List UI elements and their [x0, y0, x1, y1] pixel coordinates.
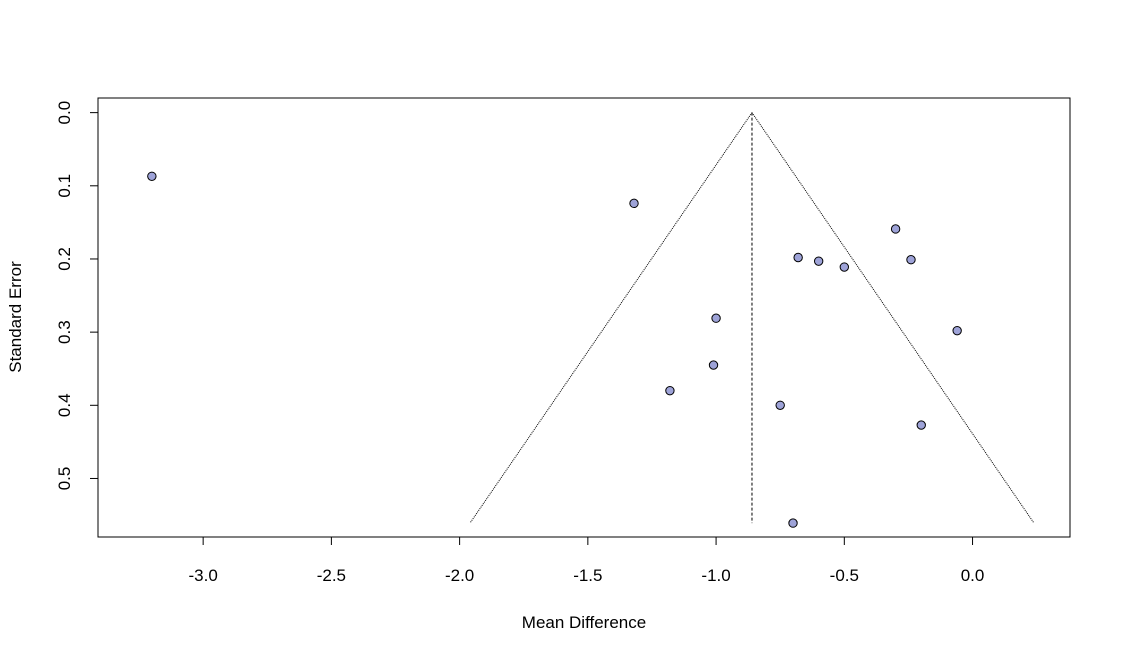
data-point: [793, 252, 803, 263]
x-tick-label: 0.0: [961, 566, 985, 585]
x-axis: -3.0 -2.5 -2.0 -1.5 -1.0 -0.5 0.0: [189, 536, 985, 585]
y-tick-label: 0.4: [55, 393, 74, 417]
data-point: [952, 325, 962, 336]
y-axis-title: Standard Error: [6, 261, 25, 373]
y-tick-label: 0.3: [55, 320, 74, 344]
data-point: [906, 254, 916, 265]
y-tick-label: 0.0: [55, 101, 74, 125]
y-tick-label: 0.5: [55, 467, 74, 491]
x-axis-title: Mean Difference: [522, 613, 646, 632]
funnel-right-limit: [751, 112, 1035, 524]
funnel-lines: [469, 112, 1035, 524]
data-point: [788, 518, 798, 528]
x-tick-label: -3.0: [189, 566, 218, 585]
y-tick-label: 0.2: [55, 247, 74, 271]
data-point: [665, 385, 675, 396]
data-points: [147, 171, 962, 528]
data-point: [629, 198, 639, 209]
data-point: [839, 262, 850, 272]
y-tick-label: 0.1: [55, 174, 74, 198]
data-point: [813, 256, 824, 266]
x-tick-label: -2.5: [317, 566, 346, 585]
y-axis: 0.0 0.1 0.2 0.3 0.4 0.5: [55, 101, 99, 491]
data-point: [916, 420, 926, 430]
data-point: [711, 313, 721, 323]
data-point: [147, 171, 157, 181]
plot-area-frame: [97, 97, 1071, 538]
x-tick-label: -1.5: [573, 566, 602, 585]
x-tick-label: -2.0: [445, 566, 474, 585]
x-tick-label: -1.0: [701, 566, 730, 585]
funnel-left-limit: [469, 112, 753, 524]
x-tick-label: -0.5: [830, 566, 859, 585]
data-point: [890, 224, 901, 234]
data-point: [708, 360, 719, 370]
data-point: [775, 400, 785, 410]
